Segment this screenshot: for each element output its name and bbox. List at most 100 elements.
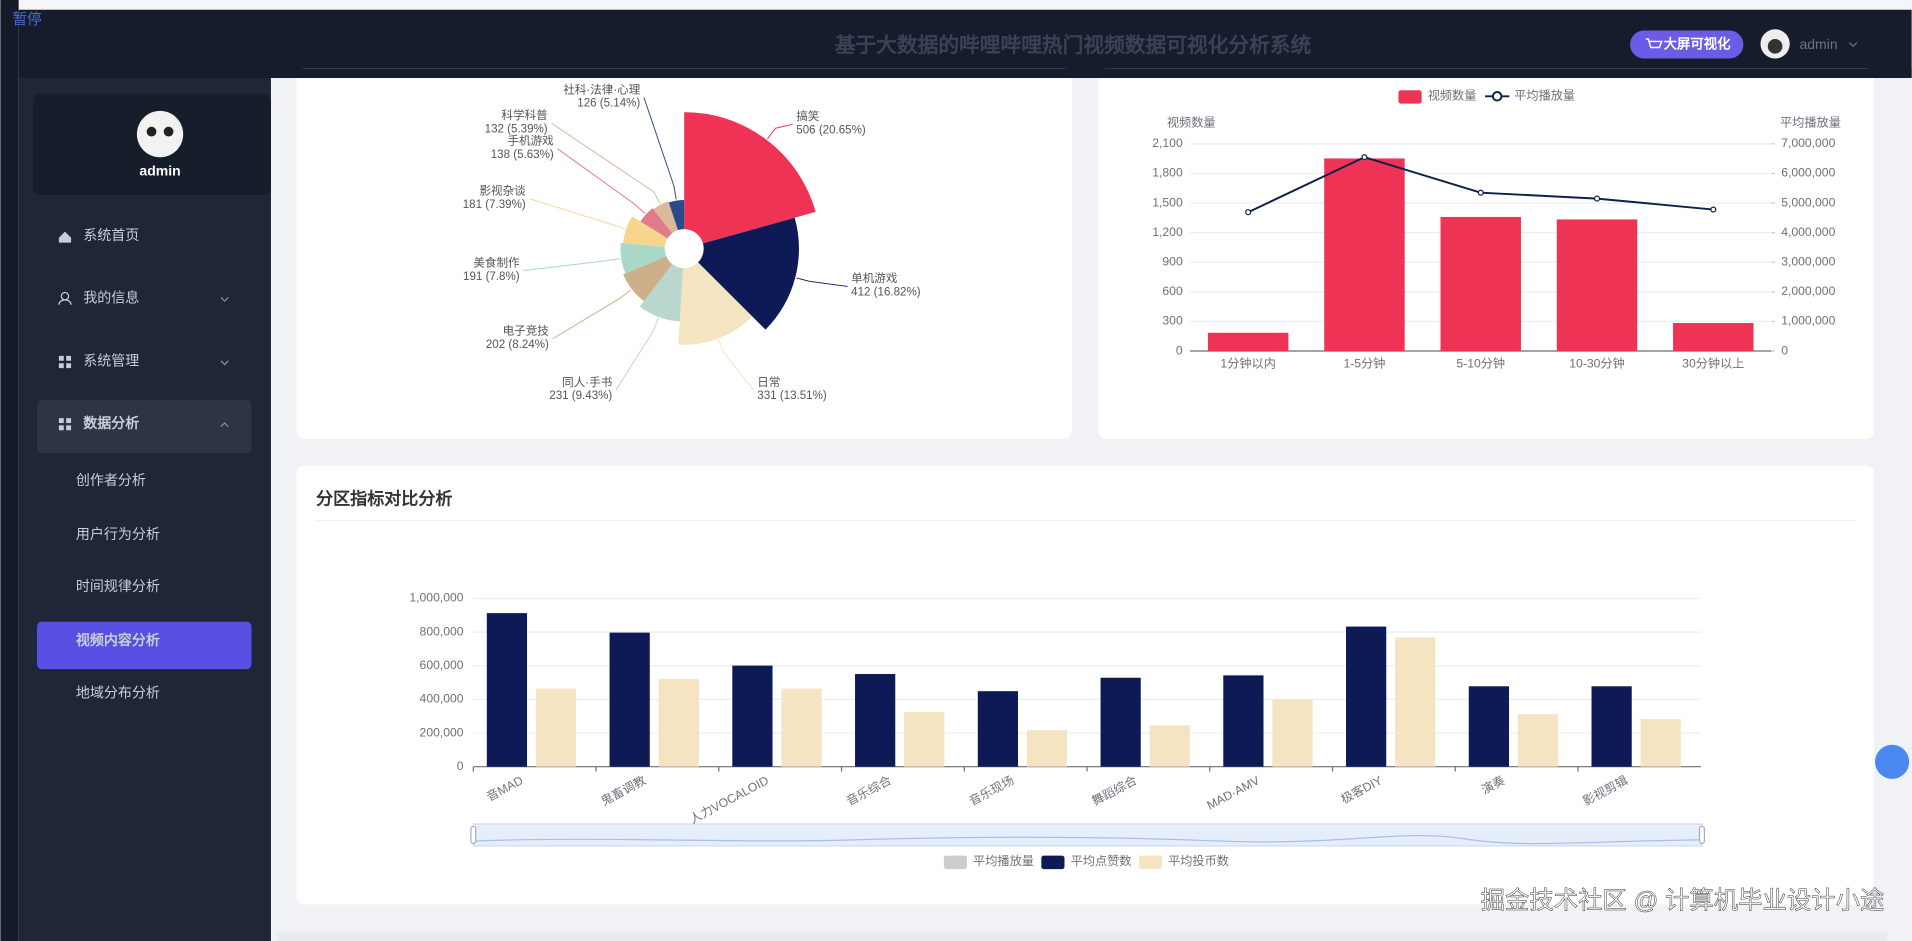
bar[interactable] [1640,719,1681,767]
bar[interactable] [1395,637,1436,767]
user-icon [58,299,72,305]
y2-tick-label: 2,000,000 [1781,284,1835,298]
bar[interactable] [781,688,822,767]
left-strip [0,0,19,941]
line-point[interactable] [1710,206,1717,213]
rose-slice[interactable] [684,112,816,244]
slice-value-label: 412 (16.82%) [851,287,921,299]
cart-icon [1645,38,1663,49]
legend-swatch[interactable] [1138,855,1162,870]
y-tick-label: 200,000 [420,725,464,739]
submenu-item[interactable]: 用户行为分析 [76,526,160,542]
slice-value-label: 126 (5.14%) [577,98,640,110]
legend-swatch[interactable] [943,855,967,870]
legend-label[interactable]: 平均投币数 [1168,853,1229,868]
side-toggle[interactable] [1875,744,1910,779]
bar[interactable] [486,613,528,767]
y2-tick-label: 5,000,000 [1781,195,1835,209]
slice-name: 日常 [757,376,780,389]
button-label: 大屏可视化 [1664,36,1732,52]
bar[interactable] [1346,626,1387,767]
y-tick-label: 600 [1162,284,1183,298]
bar[interactable] [904,711,945,767]
legend-label[interactable]: 平均播放量 [973,853,1034,868]
menu-item[interactable]: 我的信息 [83,289,139,305]
submenu-item[interactable]: 时间规律分析 [76,578,160,594]
bar[interactable] [1556,219,1638,352]
header-user[interactable]: admin [1799,36,1837,52]
rose-slice[interactable] [697,217,799,330]
header [18,9,1912,79]
y-tick-label: 1,800 [1152,166,1183,180]
big-screen-button[interactable] [1630,30,1744,59]
zoom-handle[interactable] [1698,825,1706,845]
bar[interactable] [1591,686,1632,767]
y2-tick-label: 6,000,000 [1781,166,1835,180]
legend-label[interactable]: 平均点赞数 [1071,853,1132,868]
slice-name: 社科·法律·心理 [563,82,641,96]
bar[interactable] [855,674,896,767]
bar[interactable] [1272,699,1313,767]
avatar-face [1767,39,1783,54]
y-tick-label: 1,000,000 [409,591,463,605]
slice-value-label: 191 (7.8%) [463,271,520,283]
bar[interactable] [977,691,1019,767]
menu-item[interactable]: 数据分析 [83,415,139,431]
legend-label[interactable]: 平均播放量 [1514,88,1575,103]
rose-slice[interactable] [640,208,673,239]
bar[interactable] [1223,675,1264,767]
bar[interactable] [1468,686,1509,767]
x-tick-label: 5-10分钟 [1456,356,1505,371]
bar[interactable] [732,665,773,767]
menu-item[interactable]: 系统管理 [83,353,139,369]
rose-slice[interactable] [678,262,753,345]
slice-name: 美食制作 [473,255,520,269]
leader-line [523,258,621,272]
bar[interactable] [1324,158,1405,352]
bar[interactable] [1207,332,1289,352]
rose-slice[interactable] [623,256,673,302]
bar[interactable] [1100,677,1141,767]
bar[interactable] [1440,216,1521,352]
leader-line [796,277,848,287]
rose-slice[interactable] [639,264,683,322]
zoom-handle[interactable] [470,825,477,845]
rose-slice[interactable] [620,242,667,274]
bar[interactable] [1517,714,1559,767]
rose-slice[interactable] [623,216,668,247]
submenu-item[interactable]: 视频内容分析 [76,632,160,648]
active-menu-bg [36,399,252,454]
y2-tick-label: 7,000,000 [1781,136,1835,150]
y2-tick-label: 3,000,000 [1781,254,1835,268]
rose-slice[interactable] [668,200,685,231]
chevron [1849,42,1858,48]
submenu-item[interactable]: 地域分布分析 [76,684,160,700]
bar[interactable] [1673,323,1754,352]
submenu-item[interactable]: 创作者分析 [76,472,146,488]
avatar-eye [146,126,157,137]
y-tick-label: 900 [1162,254,1183,268]
line-point[interactable] [1593,195,1601,202]
rose-slice[interactable] [653,201,678,234]
line-point[interactable] [1245,209,1252,216]
legend-swatch[interactable] [1041,855,1065,870]
bar[interactable] [658,678,699,767]
bar[interactable] [609,632,650,767]
data-zoom[interactable] [472,823,1703,847]
bar[interactable] [1149,725,1190,767]
line-point[interactable] [1361,154,1368,161]
slice-name: 影视杂谈 [479,183,526,197]
y-tick-label: 2,100 [1152,136,1183,150]
y-tick-label: 300 [1162,314,1183,328]
card [296,465,1874,905]
menu-item[interactable]: 系统首页 [83,227,139,243]
bar[interactable] [535,688,577,767]
line-point[interactable] [1477,189,1484,196]
grid-icon [58,355,72,369]
pause-label: 暂停 [13,11,42,28]
slice-value-label: 138 (5.63%) [491,149,554,161]
h-scrollbar[interactable] [277,931,1888,941]
bar[interactable] [1026,730,1068,767]
legend-label[interactable]: 视频数量 [1428,88,1477,103]
